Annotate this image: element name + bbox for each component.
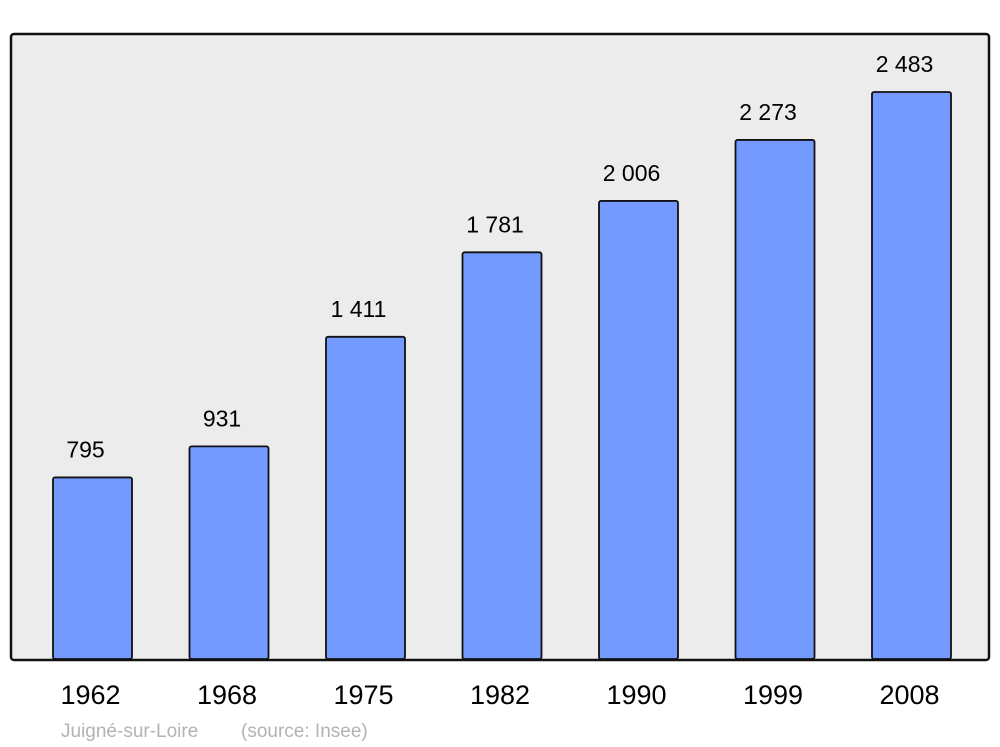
bar-1999 [734,139,816,660]
x-tick-label-1990: 1990 [606,680,666,710]
x-tick-label-1975: 1975 [333,680,393,710]
data-label-1968: 931 [203,405,241,431]
bar-1982 [461,251,543,660]
data-label-1982: 1 781 [466,211,524,237]
data-label-1999: 2 273 [739,99,797,125]
x-tick-label-2008: 2008 [879,680,939,710]
data-label-2008: 2 483 [876,51,934,77]
x-tick-label-1968: 1968 [197,680,257,710]
data-label-1975: 1 411 [331,296,387,322]
bar-1990 [598,200,679,660]
bar-2008 [871,91,952,660]
x-tick-label-1962: 1962 [60,680,120,710]
footer-source: (source: Insee) [241,721,368,742]
x-tick-label-1999: 1999 [743,680,803,710]
bar-1968 [188,445,270,660]
footer-place: Juigné-sur-Loire [61,721,198,742]
bar-1975 [325,335,406,660]
x-tick-label-1982: 1982 [470,680,530,710]
data-label-1962: 795 [66,436,104,462]
bar-1962 [52,476,133,660]
data-label-1990: 2 006 [603,160,661,186]
